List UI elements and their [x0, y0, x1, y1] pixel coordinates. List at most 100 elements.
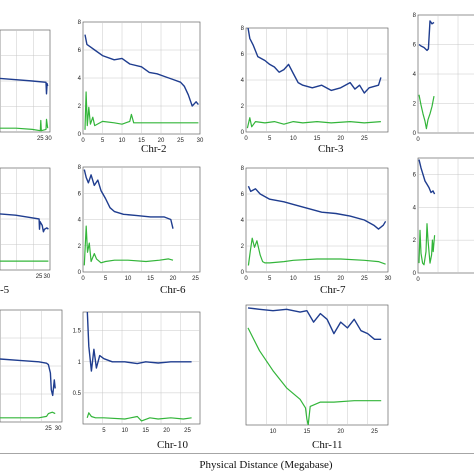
x-tick-label: 0: [244, 136, 248, 142]
y-tick-label: 8: [78, 20, 82, 26]
x-tick-label: 15: [147, 276, 154, 282]
blue-series-line: [247, 185, 387, 230]
x-tick-label: 5: [101, 138, 105, 144]
y-tick-label: 0: [241, 130, 245, 136]
x-tick-label: 25: [184, 428, 191, 434]
y-tick-label: 6: [413, 172, 417, 178]
y-tick-label: 4: [413, 72, 417, 78]
x-tick-label: 25: [361, 136, 368, 142]
x-tick-label: 20: [163, 428, 170, 434]
x-tick-label: 15: [138, 138, 145, 144]
x-tick-label: 5: [268, 136, 272, 142]
y-tick-label: 0: [78, 132, 82, 138]
blue-series-line: [418, 159, 436, 195]
chart-panel: 25 30: [0, 309, 63, 432]
green-series-line: [418, 94, 435, 130]
blue-series-line: [84, 34, 199, 107]
blue-series-line: [247, 28, 382, 94]
blue-series-line: [0, 213, 49, 233]
plot-area: [417, 157, 474, 274]
panel-label: Chr-11: [312, 439, 343, 451]
panel-label: Chr-7: [320, 284, 346, 296]
y-tick-label: 0: [241, 270, 245, 276]
chart-panel: 0.5 1 1.5 5 10 15 20 25 Chr-10: [73, 311, 201, 451]
x-tick-label: 25: [37, 136, 44, 142]
x-tick-label: 25: [177, 138, 184, 144]
green-series-line: [418, 223, 436, 266]
x-tick-label: 20: [170, 276, 177, 282]
x-tick-label: 10: [290, 276, 297, 282]
blue-series-line: [0, 358, 56, 397]
x-tick-label: 10: [121, 428, 128, 434]
chart-panel: 25 30: [0, 29, 52, 142]
green-series-line: [83, 225, 174, 266]
blue-series-line: [0, 77, 49, 95]
y-tick-label: 1: [78, 360, 82, 366]
green-series-line: [0, 411, 56, 419]
y-tick-label: 2: [241, 104, 245, 110]
x-axis-title: Physical Distance (Megabase): [199, 459, 333, 471]
x-tick-label: 10: [290, 136, 297, 142]
x-tick-label: 25: [45, 426, 52, 432]
y-tick-label: 6: [241, 192, 245, 198]
chart-panel: 25 30 -5: [0, 167, 51, 296]
y-tick-label: 8: [241, 26, 245, 32]
blue-series-line: [83, 169, 174, 229]
green-series-line: [247, 327, 382, 425]
y-tick-label: 2: [78, 244, 82, 250]
x-tick-label: 20: [337, 276, 344, 282]
x-tick-label: 0: [81, 276, 85, 282]
panel-label: -5: [0, 284, 10, 296]
green-series-line: [84, 91, 199, 130]
y-tick-label: 1.5: [73, 329, 82, 335]
y-tick-label: 0: [78, 270, 82, 276]
y-tick-label: 0.5: [73, 391, 82, 397]
x-tick-label: 30: [45, 136, 52, 142]
green-series-line: [0, 118, 49, 132]
x-tick-label: 15: [142, 428, 149, 434]
y-tick-label: 4: [78, 218, 82, 224]
chart-panel: 0 2 4 6 0: [413, 157, 474, 283]
x-tick-label: 20: [337, 136, 344, 142]
x-tick-label: 5: [268, 276, 272, 282]
x-tick-label: 30: [44, 274, 51, 280]
y-tick-label: 2: [241, 244, 245, 250]
x-tick-label: 5: [102, 428, 106, 434]
y-tick-label: 2: [413, 102, 417, 108]
x-tick-label: 20: [337, 429, 344, 435]
y-tick-label: 8: [241, 166, 245, 172]
panel-label: Chr-6: [160, 284, 186, 296]
y-tick-label: 0: [413, 131, 417, 137]
y-tick-label: 4: [78, 76, 82, 82]
chart-panel: 10 15 20 25 Chr-11: [245, 304, 389, 451]
plot-area: [245, 304, 389, 426]
chart-panel: 0 2 4 6 8 0 5 10 15 20 25 30 Chr-7: [241, 166, 392, 296]
y-tick-label: 6: [241, 52, 245, 58]
x-tick-label: 25: [361, 276, 368, 282]
y-tick-label: 6: [78, 191, 82, 197]
panel-label: Chr-3: [318, 143, 344, 155]
panel-label: Chr-10: [157, 439, 188, 451]
x-tick-label: 15: [314, 276, 321, 282]
y-tick-label: 8: [78, 165, 82, 171]
x-tick-label: 30: [55, 426, 62, 432]
y-tick-label: 2: [78, 104, 82, 110]
y-tick-label: 4: [241, 218, 245, 224]
x-tick-label: 30: [197, 138, 204, 144]
chart-panel: 0 2 4 6 8 0 5 10 15 20 25 30 Chr-2: [78, 20, 204, 155]
y-tick-label: 0: [413, 271, 417, 277]
chart-panel: 0 2 4 6 8 0 5 10 15 20 25 Chr-6: [78, 165, 201, 296]
x-tick-label: 25: [371, 429, 378, 435]
green-series-line: [86, 412, 192, 422]
y-tick-label: 8: [413, 13, 417, 19]
chart-panel: 0 2 4 6 8 0 5 10 15 20 25 Chr-3: [241, 26, 389, 155]
x-tick-label: 0: [244, 276, 248, 282]
x-tick-label: 20: [158, 138, 165, 144]
panel-label: Chr-2: [141, 143, 166, 155]
y-tick-label: 4: [241, 78, 245, 84]
x-tick-label: 0: [416, 277, 420, 283]
chart-panel: 0 2 4 6 8 0: [413, 13, 474, 143]
y-tick-label: 6: [413, 43, 417, 49]
